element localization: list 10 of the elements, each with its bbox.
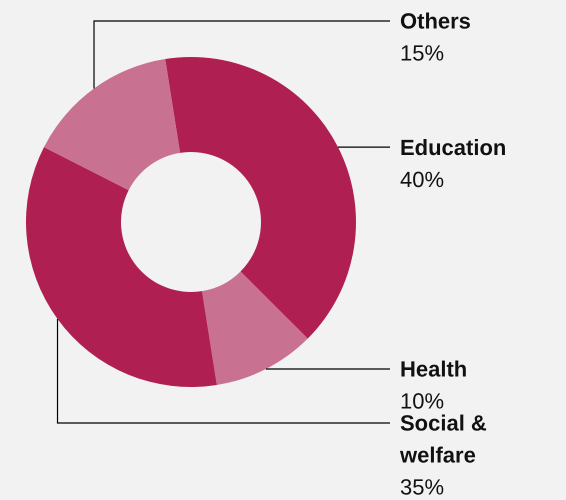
slice-label: Health <box>400 356 468 382</box>
donut-slice <box>165 57 356 339</box>
donut-slice <box>44 59 180 190</box>
donut-slice <box>26 147 217 387</box>
donut-slice <box>202 272 308 385</box>
slice-label: Others <box>400 8 471 34</box>
data-label: 15% <box>400 40 444 66</box>
slice-label: Education <box>400 134 506 160</box>
data-label: 35% <box>400 474 444 500</box>
data-label: 40% <box>400 166 444 192</box>
